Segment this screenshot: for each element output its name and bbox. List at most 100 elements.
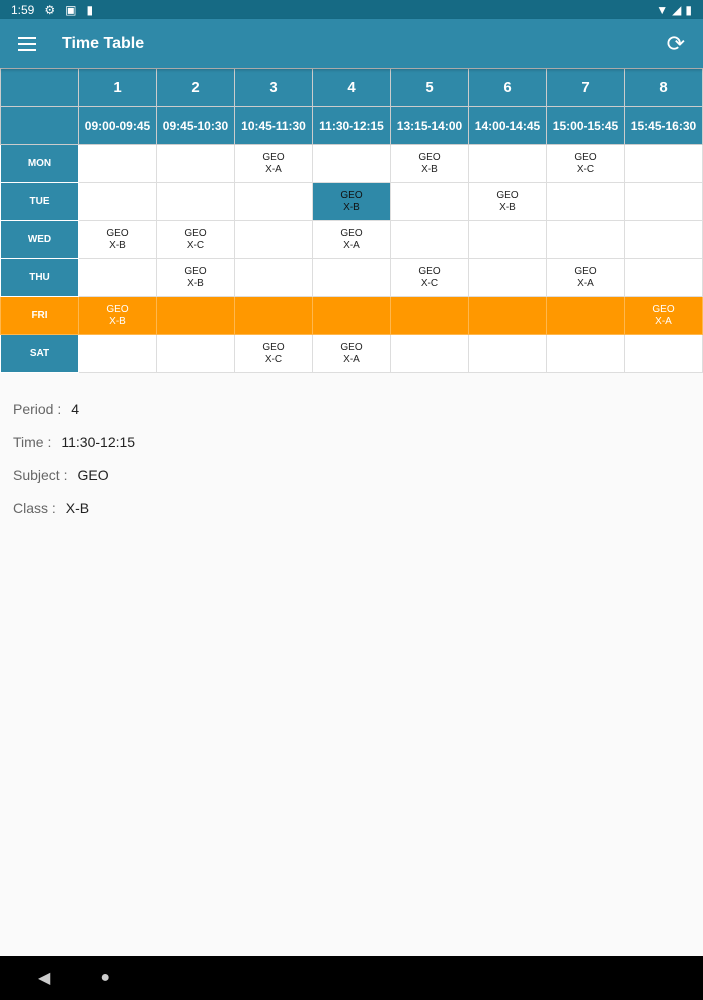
timetable-cell[interactable]: GEO X-A (312, 334, 391, 373)
timetable-cell[interactable] (390, 334, 469, 373)
timetable-cell[interactable] (234, 182, 313, 221)
timetable-cell[interactable]: GEO X-A (624, 296, 703, 335)
period-time: 09:45-10:30 (156, 106, 235, 145)
menu-icon[interactable] (18, 36, 36, 51)
timetable-cell[interactable] (546, 296, 625, 335)
app-bar: Time Table ⟳ (0, 19, 703, 68)
settings-icon: ⚙ (44, 2, 56, 17)
cell-subject: GEO (184, 227, 207, 239)
timetable-cell[interactable]: GEO X-A (234, 144, 313, 183)
day-row: SAT GEO X-C GEO X-A (0, 334, 703, 373)
timetable-cell[interactable] (468, 296, 547, 335)
timetable-cell[interactable] (468, 334, 547, 373)
timetable-cell[interactable] (78, 258, 157, 297)
timetable-cell[interactable]: GEO X-A (546, 258, 625, 297)
timetable-cell[interactable]: GEO X-B (156, 258, 235, 297)
cell-subject: GEO (340, 227, 363, 239)
cell-class: X-C (420, 277, 439, 289)
timetable-cell[interactable] (156, 144, 235, 183)
timetable-cell[interactable] (156, 334, 235, 373)
timetable-cell[interactable] (312, 144, 391, 183)
period-number: 8 (624, 68, 703, 107)
timetable-cell[interactable] (156, 296, 235, 335)
timetable-cell[interactable] (312, 296, 391, 335)
cell-subject: GEO (340, 341, 363, 353)
cell-subject: GEO (652, 303, 675, 315)
cell-subject: GEO (106, 227, 129, 239)
timetable-cell[interactable] (546, 334, 625, 373)
period-time: 15:00-15:45 (546, 106, 625, 145)
period-details: Period : 4 Time : 11:30-12:15 Subject : GEO Cl… (0, 373, 703, 561)
timetable-cell[interactable] (390, 182, 469, 221)
timetable-cell[interactable] (78, 334, 157, 373)
timetable-cell[interactable]: GEO X-B (468, 182, 547, 221)
timetable-cell[interactable] (624, 144, 703, 183)
cell-subject: GEO (574, 265, 597, 277)
timetable-cell[interactable]: GEO X-A (312, 220, 391, 259)
period-time: 10:45-11:30 (234, 106, 313, 145)
timetable-cell[interactable] (624, 182, 703, 221)
timetable-grid: 1 2 3 4 5 6 7 8 09:00-09:45 09:45-10:30 10:45-11:3… (0, 68, 703, 373)
detail-row: Subject : GEO (13, 467, 690, 483)
day-label: FRI (0, 296, 79, 335)
period-number: 4 (312, 68, 391, 107)
timetable-cell[interactable] (78, 182, 157, 221)
day-row: TUE GEO X-B GEO X-B (0, 182, 703, 221)
timetable-cell[interactable]: GEO X-C (546, 144, 625, 183)
day-label: TUE (0, 182, 79, 221)
cell-subject: GEO (418, 151, 441, 163)
timetable-cell[interactable]: GEO X-B (78, 296, 157, 335)
detail-row: Period : 4 (13, 401, 690, 417)
timetable-cell[interactable] (546, 220, 625, 259)
timetable-cell[interactable] (624, 334, 703, 373)
detail-value: GEO (77, 467, 109, 483)
cell-subject: GEO (496, 189, 519, 201)
period-number: 1 (78, 68, 157, 107)
detail-label: Subject : (13, 467, 68, 483)
timetable-cell[interactable]: GEO X-B (312, 182, 391, 221)
timetable-cell[interactable] (390, 220, 469, 259)
timetable-cell[interactable] (468, 258, 547, 297)
timetable-cell[interactable]: GEO X-B (390, 144, 469, 183)
timetable-cell[interactable] (468, 220, 547, 259)
cell-subject: GEO (340, 189, 363, 201)
detail-value: X-B (65, 500, 90, 516)
cell-class: X-A (343, 239, 360, 251)
period-time: 11:30-12:15 (312, 106, 391, 145)
detail-label: Period : (13, 401, 62, 417)
day-row: FRI GEO X-B GEO X-A (0, 296, 703, 335)
timetable-cell[interactable] (546, 182, 625, 221)
cell-class: X-B (499, 201, 516, 213)
timetable-cell[interactable]: GEO X-C (234, 334, 313, 373)
cell-class: X-A (343, 353, 360, 365)
cell-class: X-A (265, 163, 282, 175)
timetable-cell[interactable] (624, 258, 703, 297)
refresh-icon[interactable]: ⟳ (666, 30, 685, 56)
cell-class: X-C (264, 353, 283, 365)
timetable-cell[interactable] (234, 220, 313, 259)
home-icon[interactable]: ● (100, 969, 110, 986)
timetable-cell[interactable] (312, 258, 391, 297)
timetable-cell[interactable] (234, 296, 313, 335)
cell-subject: GEO (418, 265, 441, 277)
timetable-cell[interactable] (234, 258, 313, 297)
timetable-cell[interactable]: GEO X-B (78, 220, 157, 259)
timetable-cell[interactable]: GEO X-C (390, 258, 469, 297)
day-label: WED (0, 220, 79, 259)
cell-class: X-B (421, 163, 438, 175)
back-icon[interactable]: ◀ (38, 970, 51, 987)
timetable-cell[interactable]: GEO X-C (156, 220, 235, 259)
timetable-cell[interactable] (624, 220, 703, 259)
corner-cell (0, 106, 79, 145)
period-time: 14:00-14:45 (468, 106, 547, 145)
period-time: 09:00-09:45 (78, 106, 157, 145)
detail-row: Class : X-B (13, 500, 690, 516)
timetable-cell[interactable] (468, 144, 547, 183)
wifi-icon: ▼ (656, 2, 669, 17)
timetable-cell[interactable] (156, 182, 235, 221)
cell-class: X-B (343, 201, 360, 213)
detail-label: Time : (13, 434, 52, 450)
timetable-cell[interactable] (390, 296, 469, 335)
timetable-cell[interactable] (78, 144, 157, 183)
cell-subject: GEO (262, 151, 285, 163)
